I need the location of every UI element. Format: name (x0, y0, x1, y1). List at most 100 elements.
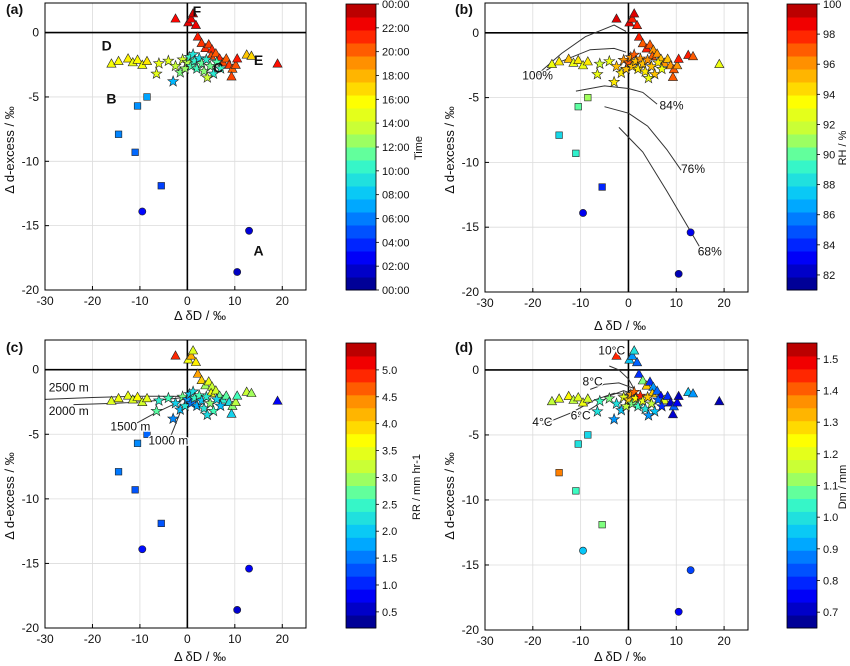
data-point-triangle (210, 47, 221, 58)
data-point-star (200, 390, 213, 403)
data-point-triangle (611, 13, 622, 23)
data-point-triangle (203, 38, 214, 49)
data-point-triangle (633, 368, 645, 378)
data-point-square (143, 430, 151, 438)
x-tick-label: -30 (476, 296, 494, 310)
y-tick-label: -20 (22, 621, 40, 635)
panel-b-ylabel: Δ d-excess / ‰ (442, 106, 457, 193)
colorbar-tick-label: 1.0 (382, 580, 397, 592)
data-point-triangle (546, 395, 558, 406)
colorbar-segment (787, 381, 817, 396)
data-point-triangle (672, 59, 683, 70)
plot-background (485, 340, 748, 630)
data-point-square (157, 182, 165, 190)
data-point-triangle (582, 393, 593, 403)
data-point-star (593, 394, 606, 407)
y-tick-label: 0 (472, 26, 479, 40)
panel-c-colorbar: 0.5 1.0 1.5 2.0 2.5 3.0 3.5 4.0 4.5 5.0 (345, 342, 397, 629)
data-point-triangle (652, 48, 663, 58)
colorbar-tick-label: 1.5 (382, 553, 397, 565)
data-point-triangle (113, 392, 124, 403)
x-tick-label: 10 (670, 634, 684, 648)
colorbar-tick-label: 1.1 (823, 481, 838, 493)
data-point-triangle (631, 19, 643, 30)
data-point-star (651, 56, 665, 68)
y-tick-label: 0 (32, 26, 39, 40)
data-point-triangle (192, 368, 203, 378)
data-point-circle (233, 606, 242, 614)
data-point-star (642, 71, 655, 84)
panel-c-xlabel: Δ δD / ‰ (174, 649, 226, 664)
colorbar-segment (346, 485, 376, 499)
x-tick-label: -20 (524, 296, 542, 310)
model-curve (537, 24, 627, 75)
data-point-triangle (573, 54, 584, 65)
panel-d: (d) 10°C8°C6°C4°C-30 -20 -10 0 10 20-20-15-10… (442, 339, 849, 664)
data-point-triangle (226, 408, 237, 418)
colorbar-segment (787, 498, 817, 512)
panel-b-colorbar-label: RH / % (837, 130, 849, 165)
colorbar-tick-label: 0.8 (823, 576, 838, 588)
colorbar-segment (346, 251, 376, 265)
colorbar-segment (346, 17, 376, 31)
data-point-triangle (673, 390, 684, 400)
colorbar-tick-label: 06:00 (382, 214, 410, 226)
data-point-triangle (582, 56, 593, 66)
colorbar-tick-label: 00:00 (382, 0, 410, 11)
colorbar-segment (787, 108, 817, 122)
data-point-square (555, 469, 563, 477)
colorbar-segment (787, 277, 817, 291)
x-tick-label: 0 (184, 294, 191, 308)
colorbar-segment (346, 589, 376, 603)
data-point-star (190, 399, 204, 412)
colorbar-segment (787, 225, 817, 239)
data-point-square (133, 439, 142, 447)
panel-c-ylabel: Δ d-excess / ‰ (2, 452, 17, 539)
data-point-triangle (196, 374, 207, 385)
x-tick-label: 10 (228, 294, 242, 308)
data-point-star (591, 67, 604, 80)
colorbar-tick-label: 08:00 (382, 190, 410, 202)
data-point-square (133, 102, 142, 110)
y-tick-label: -5 (28, 427, 39, 441)
data-point-triangle (230, 59, 241, 69)
data-point-star (617, 390, 630, 403)
panel-b-label: (b) (455, 1, 473, 17)
model-curve (575, 85, 658, 105)
data-point-triangle (246, 50, 257, 60)
colorbar-segment (346, 69, 376, 83)
colorbar-segment (787, 563, 817, 577)
data-point-star (210, 392, 223, 405)
curve-label: 1000 m (148, 434, 188, 448)
y-tick-label: -20 (22, 283, 40, 297)
colorbar-tick-label: 20:00 (382, 47, 410, 59)
colorbar-segment (346, 212, 376, 226)
data-point-star (193, 51, 206, 64)
x-tick-label: 20 (717, 634, 731, 648)
panel-a-xlabel: Δ δD / ‰ (174, 308, 226, 323)
data-point-star (593, 57, 606, 70)
colorbar-segment (787, 173, 817, 187)
colorbar-segment (346, 511, 376, 525)
data-point-triangle (230, 396, 241, 406)
y-tick-label: -20 (462, 623, 480, 637)
data-point-circle (674, 269, 683, 278)
data-point-triangle (629, 8, 640, 18)
data-point-triangle (190, 356, 202, 366)
data-point-star (651, 393, 665, 406)
colorbar-segment (346, 446, 376, 461)
data-point-triangle (141, 55, 153, 65)
colorbar-segment (346, 576, 376, 590)
data-point-star (603, 54, 616, 67)
data-point-star (186, 48, 200, 60)
x-tick-label: -20 (84, 632, 102, 646)
data-point-star (166, 412, 180, 425)
data-point-square (131, 486, 139, 494)
colorbar-segment (787, 433, 817, 448)
curve-label: 100% (522, 68, 553, 82)
data-point-circle (138, 545, 147, 554)
data-point-star (214, 399, 227, 412)
colorbar-segment (346, 420, 376, 435)
colorbar-segment (346, 160, 376, 174)
